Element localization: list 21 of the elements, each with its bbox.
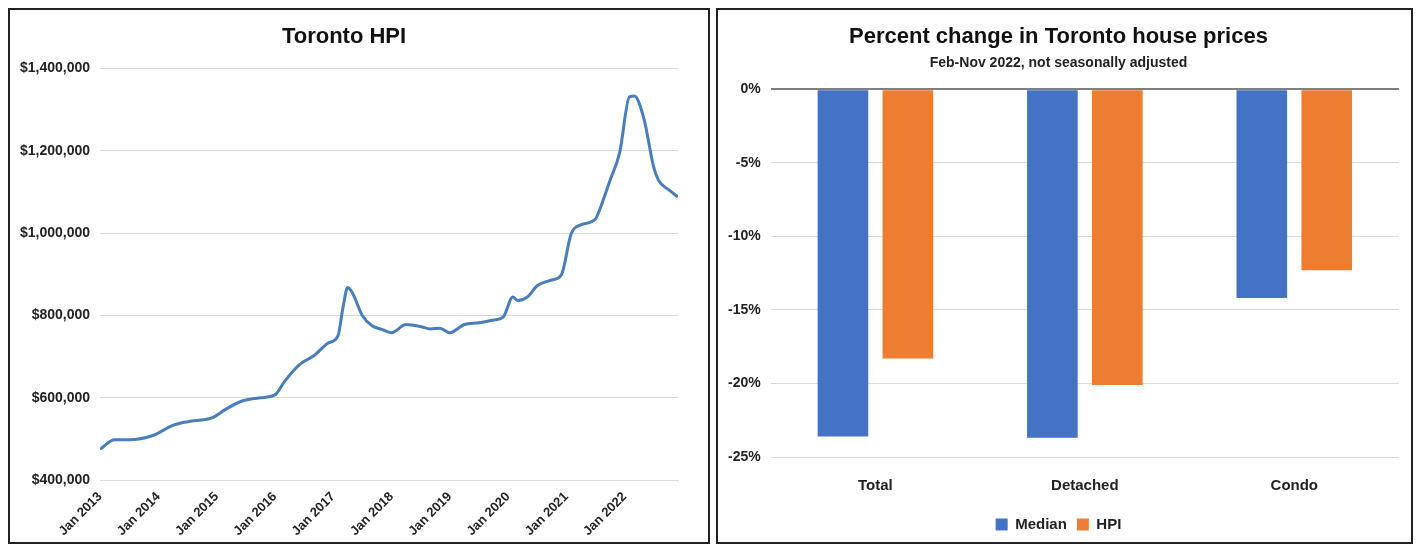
y-tick-label: -5% <box>735 153 762 170</box>
y-tick-label: -20% <box>728 374 762 391</box>
y-tick-label: $1,000,000 <box>19 223 91 240</box>
y-tick-label: $1,200,000 <box>19 141 91 158</box>
y-tick-label: $800,000 <box>31 306 91 323</box>
y-tick-label: $600,000 <box>31 388 91 405</box>
x-tick-label: Condo <box>1270 476 1319 494</box>
y-tick-label: 0% <box>740 80 762 97</box>
y-tick-label: -15% <box>728 300 762 317</box>
chart-title: Percent change in Toronto house prices <box>849 23 1268 49</box>
y-tick-label: $1,400,000 <box>19 59 91 76</box>
y-tick-label: -25% <box>728 447 762 464</box>
chart-title: Toronto HPI <box>281 23 407 49</box>
x-tick-label: Detached <box>1051 476 1119 494</box>
chart-subtitle: Feb-Nov 2022, not seasonally adjusted <box>929 53 1188 70</box>
legend-label: Median <box>1015 514 1067 532</box>
y-tick-label: -10% <box>728 227 762 244</box>
legend-label: HPI <box>1096 514 1122 532</box>
line-series <box>100 94 678 451</box>
y-tick-label: $400,000 <box>31 470 91 487</box>
x-tick-label: Total <box>858 476 893 494</box>
